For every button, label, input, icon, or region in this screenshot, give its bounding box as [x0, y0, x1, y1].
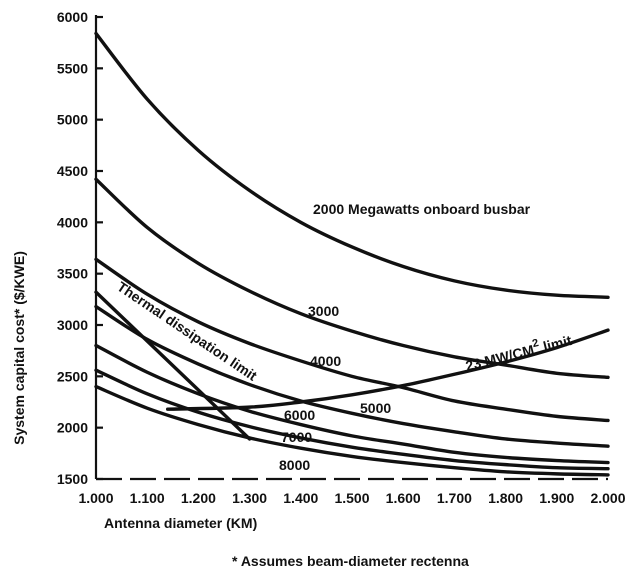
- series-label-7000: 7000: [281, 429, 312, 445]
- footnote: * Assumes beam-diameter rectenna: [232, 553, 469, 569]
- y-tick-label: 4000: [57, 214, 88, 230]
- x-axis-label: Antenna diameter (KM): [104, 515, 257, 531]
- density-limit-label-superscript: 2: [531, 337, 540, 350]
- y-tick-label: 5000: [57, 112, 88, 128]
- x-tick-label: 1.500: [334, 490, 369, 506]
- x-tick-label: 1.200: [181, 490, 216, 506]
- x-tick-label: 1.900: [539, 490, 574, 506]
- x-tick-label: 2.000: [590, 490, 625, 506]
- series-label-3000: 3000: [308, 303, 339, 319]
- axes: [94, 15, 608, 481]
- series-label-5000: 5000: [360, 400, 391, 416]
- y-tick-label: 6000: [57, 9, 88, 25]
- x-tick-label: 1.100: [130, 490, 165, 506]
- series-line-2000: [94, 31, 610, 299]
- y-tick-label: 5500: [57, 60, 88, 76]
- y-tick-label: 4500: [57, 163, 88, 179]
- x-tick-label: 1.800: [488, 490, 523, 506]
- series-label-6000: 6000: [284, 407, 315, 423]
- x-tick-label: 1.000: [78, 490, 113, 506]
- density-limit-line: [165, 328, 610, 411]
- series-line-6000: [94, 343, 610, 465]
- series-line-4000: [94, 257, 610, 423]
- y-tick-label: 2500: [57, 368, 88, 384]
- series-line-5000: [94, 304, 610, 448]
- series-label-8000: 8000: [279, 457, 310, 473]
- y-axis-ticks: 1500 2000 2500 3000 3500 4000 4500 5000 5500 6000: [57, 9, 103, 487]
- y-tick-label: 2000: [57, 420, 88, 436]
- y-axis-label: System capital cost* ($/KWE): [11, 251, 27, 445]
- x-axis-ticks: 1.000 1.100 1.200 1.300 1.400 1.500 1.600 1.700…: [78, 490, 625, 506]
- y-tick-label: 1500: [57, 471, 88, 487]
- x-tick-label: 1.300: [232, 490, 267, 506]
- curves: [94, 31, 610, 477]
- y-tick-label: 3500: [57, 266, 88, 282]
- y-tick-label: 3000: [57, 317, 88, 333]
- x-tick-label: 1.700: [437, 490, 472, 506]
- series-label-4000: 4000: [310, 353, 341, 369]
- x-tick-label: 1.400: [283, 490, 318, 506]
- series-label-2000: 2000 Megawatts onboard busbar: [313, 201, 531, 217]
- series-line-3000: [94, 177, 610, 380]
- series-line-8000: [94, 384, 610, 477]
- thermal-limit-line: [94, 290, 252, 441]
- x-tick-label: 1.600: [386, 490, 421, 506]
- density-limit-label-suffix: limit: [538, 332, 574, 356]
